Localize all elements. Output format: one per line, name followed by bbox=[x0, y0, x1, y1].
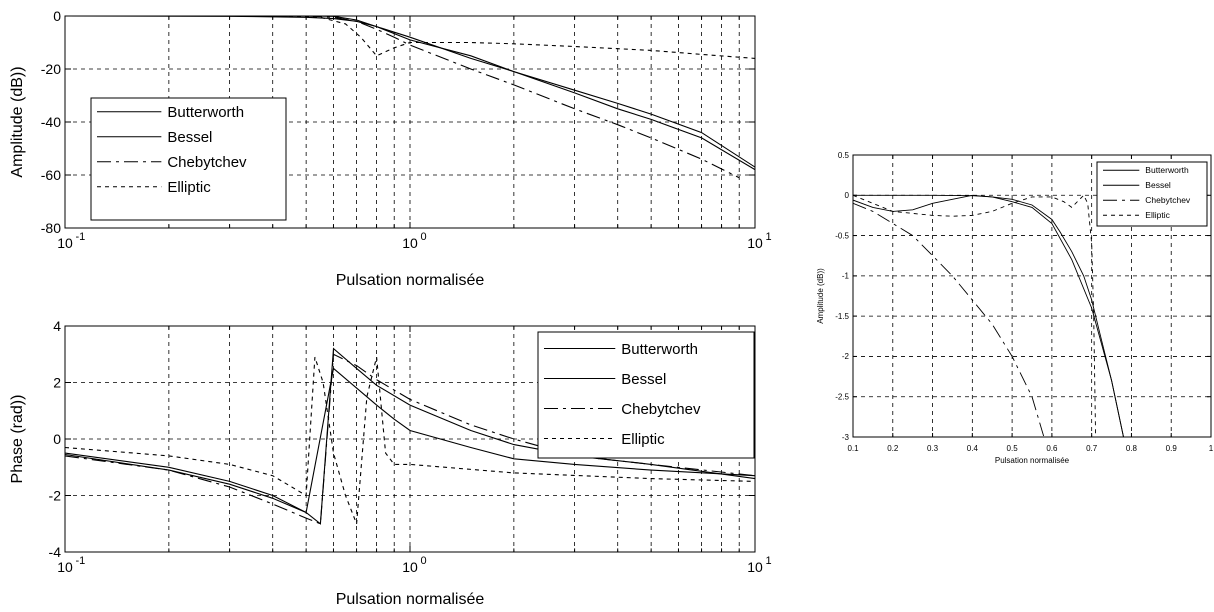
legend: Butterworth Bessel Chebytchev Elliptic bbox=[1096, 161, 1208, 227]
legend-box bbox=[537, 331, 755, 459]
x-tick-label: 10 bbox=[57, 235, 73, 251]
x-axis-label: Pulsation normalisée bbox=[995, 456, 1070, 465]
x-tick-exponent: -1 bbox=[76, 555, 86, 567]
series-line-chebytchev bbox=[65, 16, 740, 179]
y-axis-label: Phase (rad)) bbox=[9, 395, 26, 484]
y-tick-label: -80 bbox=[41, 220, 61, 236]
x-tick-label: 10 bbox=[57, 559, 73, 575]
y-tick-label: 2 bbox=[53, 374, 61, 390]
grid bbox=[65, 16, 755, 228]
y-tick-label: -1.5 bbox=[835, 312, 849, 321]
x-tick-label: 10 bbox=[402, 235, 418, 251]
x-tick-label: 10 bbox=[402, 559, 418, 575]
y-tick-label: -2 bbox=[49, 487, 62, 503]
y-tick-label: -1 bbox=[842, 272, 850, 281]
x-tick-exponent: 1 bbox=[766, 555, 772, 567]
grid bbox=[65, 326, 755, 552]
x-axis-label: Pulsation normalisée bbox=[336, 272, 485, 289]
axis-ticks bbox=[852, 154, 1212, 438]
series-group bbox=[853, 194, 1124, 437]
x-tick-label: 0.8 bbox=[1126, 444, 1138, 453]
x-tick-label: 0.9 bbox=[1166, 444, 1178, 453]
legend: Butterworth Bessel Chebytchev Elliptic bbox=[537, 331, 755, 459]
y-tick-label: 0 bbox=[53, 8, 61, 24]
series-line-elliptic bbox=[853, 194, 1097, 437]
y-tick-label: 0.5 bbox=[838, 151, 850, 160]
legend-label: Elliptic bbox=[621, 431, 665, 448]
x-tick-exponent: -1 bbox=[76, 231, 86, 243]
legend: Butterworth Bessel Chebytchev Elliptic bbox=[90, 97, 287, 221]
legend-label: Butterworth bbox=[167, 104, 244, 121]
legend-label: Elliptic bbox=[1145, 210, 1170, 220]
legend-label: Chebytchev bbox=[1145, 195, 1191, 205]
x-tick-exponent: 1 bbox=[766, 231, 772, 243]
x-tick-label: 0.4 bbox=[967, 444, 979, 453]
x-tick-exponent: 0 bbox=[421, 555, 427, 567]
legend-label: Butterworth bbox=[621, 341, 698, 358]
x-tick-label: 0.7 bbox=[1086, 444, 1098, 453]
series-line-bessel bbox=[853, 194, 1124, 437]
y-tick-label: -2 bbox=[842, 352, 850, 361]
x-tick-label: 10 bbox=[747, 235, 763, 251]
y-tick-label: -40 bbox=[41, 114, 61, 130]
legend-label: Butterworth bbox=[1145, 165, 1189, 175]
series-line-chebytchev bbox=[853, 202, 1045, 437]
y-tick-label: -3 bbox=[842, 433, 850, 442]
y-tick-label: -0.5 bbox=[835, 231, 849, 240]
y-tick-label: 4 bbox=[53, 318, 61, 334]
legend-label: Elliptic bbox=[167, 179, 211, 196]
legend-label: Bessel bbox=[621, 371, 666, 388]
y-axis-label: Amplitude (dB)) bbox=[9, 66, 26, 177]
x-tick-label: 0.1 bbox=[847, 444, 859, 453]
y-tick-label: 0 bbox=[53, 431, 61, 447]
legend-label: Bessel bbox=[1145, 180, 1171, 190]
x-tick-label: 0.2 bbox=[887, 444, 899, 453]
series-line-elliptic bbox=[65, 16, 755, 59]
x-axis-label: Pulsation normalisée bbox=[336, 591, 485, 608]
y-tick-label: -2.5 bbox=[835, 393, 849, 402]
legend-label: Chebytchev bbox=[167, 154, 247, 171]
series-line-elliptic bbox=[65, 356, 755, 525]
legend-box bbox=[1096, 161, 1208, 227]
series-line-bessel bbox=[65, 367, 755, 514]
y-tick-label: -60 bbox=[41, 167, 61, 183]
x-tick-label: 0.3 bbox=[927, 444, 939, 453]
y-tick-label: -4 bbox=[49, 544, 62, 560]
x-tick-label: 1 bbox=[1209, 444, 1214, 453]
series-line-bessel bbox=[65, 16, 755, 171]
series-group bbox=[65, 16, 755, 179]
y-tick-label: -20 bbox=[41, 61, 61, 77]
axes-box bbox=[852, 154, 1212, 438]
chart-amp_lin: 0.1 0.2 0.3 0.4 0.5 0.6 0.7 0.8 0.9 1 -3 -2.5 -2 -1.5… bbox=[816, 151, 1214, 465]
x-tick-label: 10 bbox=[747, 559, 763, 575]
legend-box bbox=[90, 97, 287, 221]
x-tick-label: 0.5 bbox=[1007, 444, 1019, 453]
legend-label: Bessel bbox=[167, 129, 212, 146]
y-axis-label: Amplitude (dB)) bbox=[816, 268, 825, 324]
axis-ticks bbox=[64, 15, 756, 229]
x-tick-exponent: 0 bbox=[421, 231, 427, 243]
x-tick-label: 0.6 bbox=[1046, 444, 1058, 453]
y-tick-label: 0 bbox=[845, 191, 850, 200]
legend-label: Chebytchev bbox=[621, 401, 701, 418]
grid bbox=[853, 155, 1211, 437]
